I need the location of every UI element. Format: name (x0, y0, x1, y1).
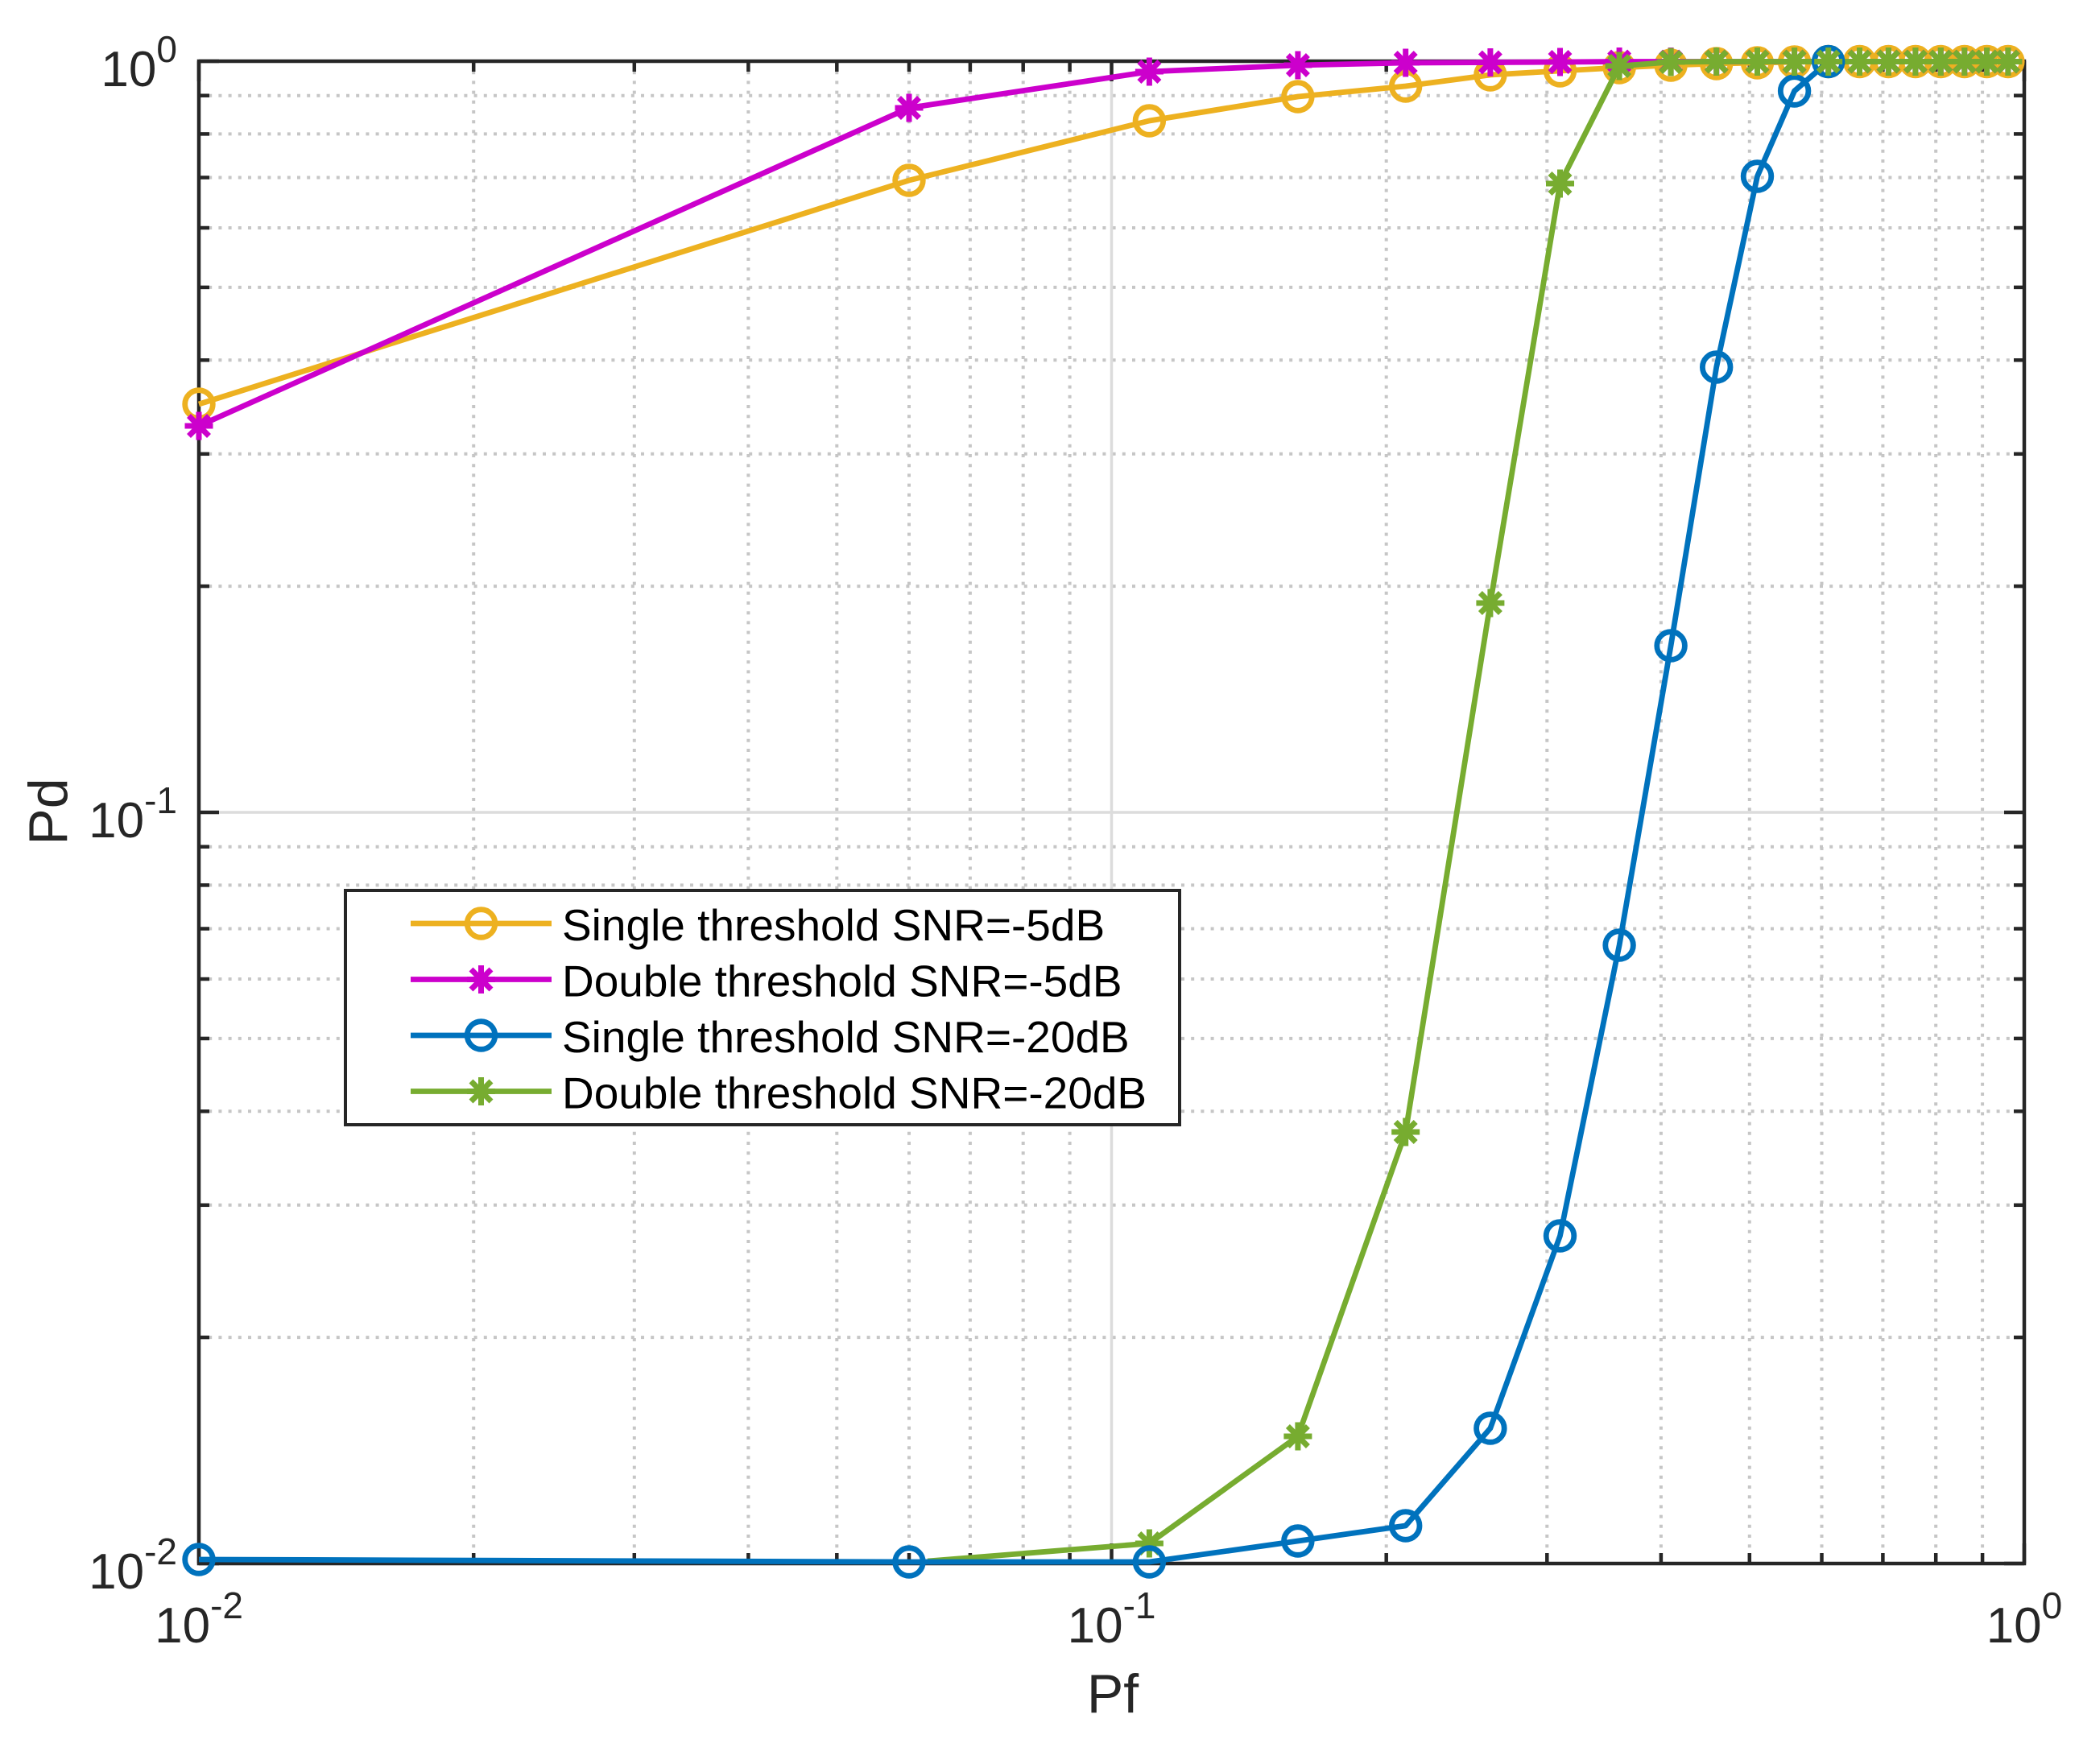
svg-text:10: 10 (89, 1544, 144, 1600)
svg-text:Pd: Pd (18, 778, 79, 845)
svg-text:Double threshold SNR=-20dB: Double threshold SNR=-20dB (562, 1068, 1147, 1118)
svg-text:10: 10 (89, 793, 144, 849)
svg-text:Pf: Pf (1087, 1663, 1139, 1725)
svg-text:Double threshold SNR=-5dB: Double threshold SNR=-5dB (562, 956, 1122, 1006)
svg-text:10: 10 (101, 42, 156, 97)
svg-text:-2: -2 (144, 1531, 177, 1572)
svg-text:0: 0 (156, 28, 177, 70)
svg-text:Single threshold SNR=-5dB: Single threshold SNR=-5dB (562, 900, 1105, 950)
svg-text:-1: -1 (144, 779, 177, 821)
svg-text:Single threshold SNR=-20dB: Single threshold SNR=-20dB (562, 1012, 1130, 1062)
